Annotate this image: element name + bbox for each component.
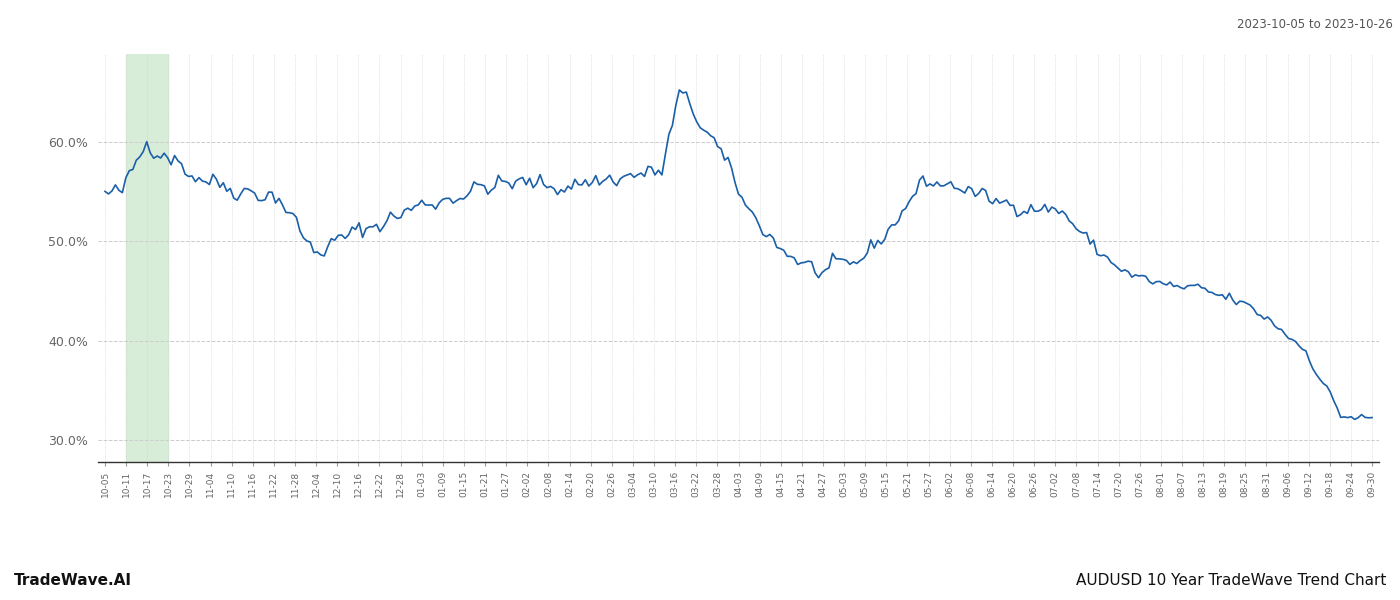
Bar (126, 54, 168, 462)
Text: 2023-10-05 to 2023-10-26: 2023-10-05 to 2023-10-26 (1238, 18, 1393, 31)
Text: AUDUSD 10 Year TradeWave Trend Chart: AUDUSD 10 Year TradeWave Trend Chart (1075, 573, 1386, 588)
Text: TradeWave.AI: TradeWave.AI (14, 573, 132, 588)
